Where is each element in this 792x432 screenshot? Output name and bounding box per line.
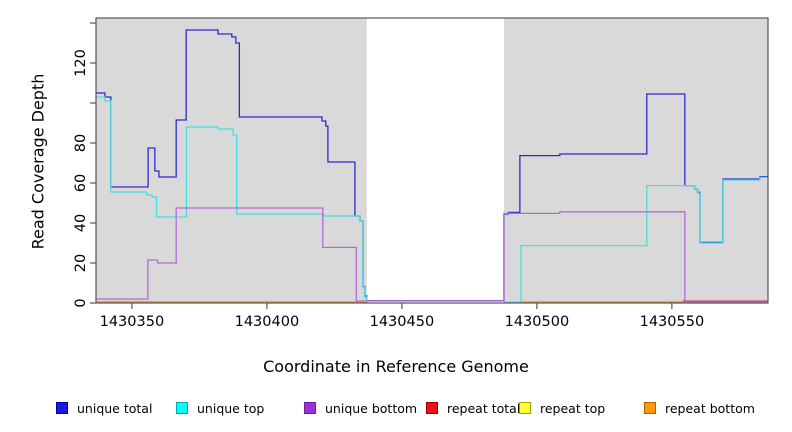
x-tick-label: 1430550 <box>640 314 705 330</box>
legend-item-unique-total: unique total <box>56 399 152 417</box>
legend-label: unique total <box>77 400 153 416</box>
legend-item-repeat-bottom: repeat bottom <box>644 399 755 417</box>
y-tick-label: 120 <box>73 49 89 77</box>
legend-item-unique-bottom: unique bottom <box>304 399 417 417</box>
x-tick-label: 1430400 <box>235 314 300 330</box>
x-tick-label: 1430350 <box>100 314 165 330</box>
legend-swatch-unique-top <box>176 402 188 414</box>
series-line-unique-top-1 <box>503 176 768 303</box>
y-tick-label: 0 <box>73 298 89 307</box>
legend-swatch-repeat-total <box>426 402 438 414</box>
y-axis-title: Read Coverage Depth <box>28 73 48 250</box>
legend-label: repeat total <box>447 400 521 416</box>
legend-label: unique top <box>197 400 265 416</box>
y-tick-label: 40 <box>73 214 89 232</box>
legend-swatch-unique-total <box>56 402 68 414</box>
x-axis-title: Coordinate in Reference Genome <box>263 357 529 376</box>
y-tick-label: 60 <box>73 174 89 192</box>
legend-swatch-unique-bottom <box>304 402 316 414</box>
x-tick-label: 1430450 <box>370 314 435 330</box>
legend-item-unique-top: unique top <box>176 399 264 417</box>
legend-swatch-repeat-bottom <box>644 402 656 414</box>
legend-label: repeat bottom <box>665 400 755 416</box>
legend: unique total unique top unique bottom repea… <box>0 399 792 419</box>
series-line-unique-bottom <box>96 207 768 303</box>
series-line-unique-top <box>96 96 368 303</box>
legend-item-repeat-total: repeat total <box>426 399 520 417</box>
x-tick-label: 1430500 <box>505 314 570 330</box>
plot-frame <box>95 17 769 304</box>
legend-item-repeat-top: repeat top <box>519 399 605 417</box>
plot-panel-0 <box>96 18 367 303</box>
legend-swatch-repeat-top <box>519 402 531 414</box>
plot-panel-1 <box>503 18 768 303</box>
legend-label: unique bottom <box>325 400 418 416</box>
y-tick-label: 80 <box>73 134 89 152</box>
legend-label: repeat top <box>540 400 606 416</box>
y-tick-label: 20 <box>73 254 89 272</box>
